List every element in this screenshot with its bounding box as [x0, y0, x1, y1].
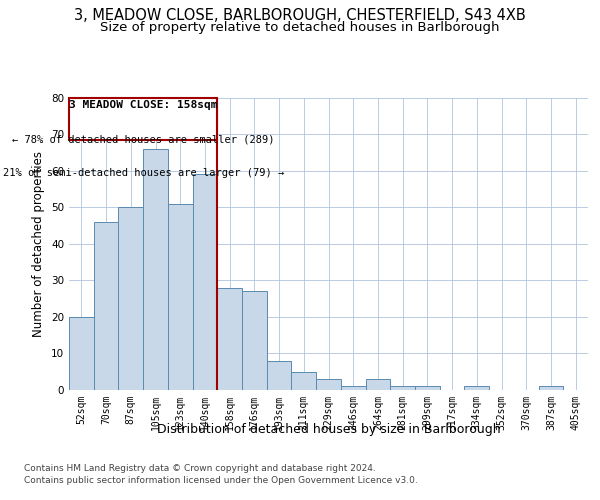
- Bar: [94, 222, 118, 390]
- Bar: [341, 386, 365, 390]
- Text: Distribution of detached houses by size in Barlborough: Distribution of detached houses by size …: [157, 422, 500, 436]
- Bar: [118, 207, 143, 390]
- Bar: [390, 386, 415, 390]
- Bar: [267, 361, 292, 390]
- Bar: [217, 288, 242, 390]
- Text: Size of property relative to detached houses in Barlborough: Size of property relative to detached ho…: [100, 21, 500, 34]
- Bar: [143, 148, 168, 390]
- Text: Contains HM Land Registry data © Crown copyright and database right 2024.: Contains HM Land Registry data © Crown c…: [24, 464, 376, 473]
- Y-axis label: Number of detached properties: Number of detached properties: [32, 151, 46, 337]
- Text: 3, MEADOW CLOSE, BARLBOROUGH, CHESTERFIELD, S43 4XB: 3, MEADOW CLOSE, BARLBOROUGH, CHESTERFIE…: [74, 8, 526, 22]
- Text: 21% of semi-detached houses are larger (79) →: 21% of semi-detached houses are larger (…: [2, 168, 284, 177]
- Bar: [69, 317, 94, 390]
- Bar: [464, 386, 489, 390]
- Bar: [365, 379, 390, 390]
- Bar: [539, 386, 563, 390]
- Bar: [242, 292, 267, 390]
- Bar: [415, 386, 440, 390]
- Bar: [168, 204, 193, 390]
- Text: Contains public sector information licensed under the Open Government Licence v3: Contains public sector information licen…: [24, 476, 418, 485]
- Bar: [193, 174, 217, 390]
- Text: 3 MEADOW CLOSE: 158sqm: 3 MEADOW CLOSE: 158sqm: [69, 100, 217, 110]
- Text: ← 78% of detached houses are smaller (289): ← 78% of detached houses are smaller (28…: [12, 134, 274, 144]
- Bar: [316, 379, 341, 390]
- FancyBboxPatch shape: [69, 98, 217, 140]
- Bar: [292, 372, 316, 390]
